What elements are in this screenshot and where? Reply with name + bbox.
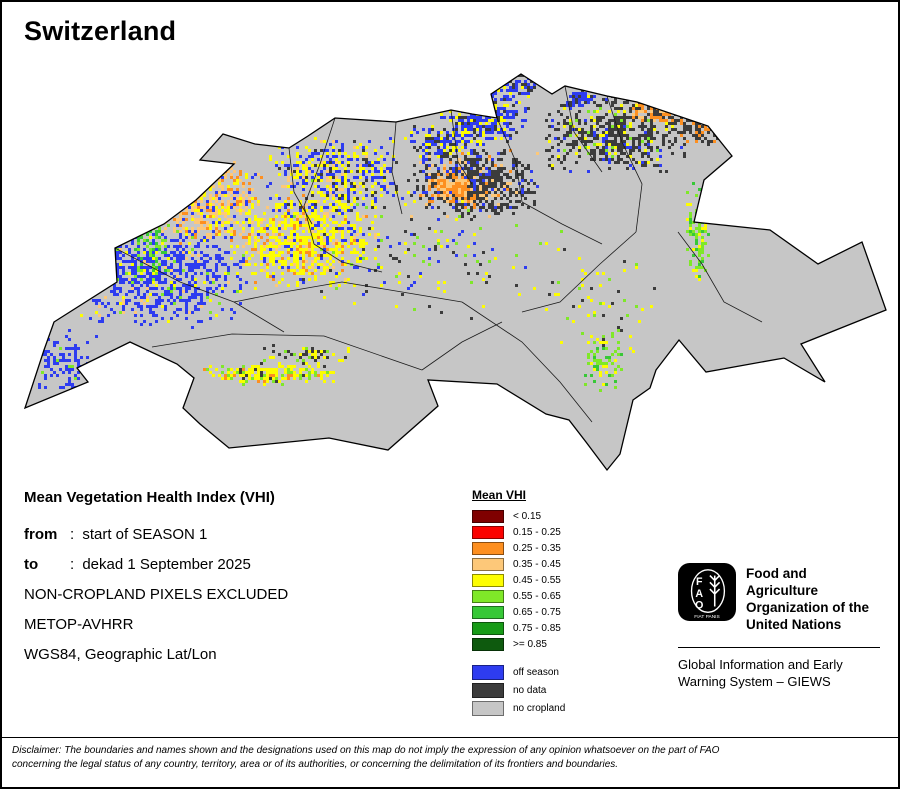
legend-row: 0.15 - 0.25 bbox=[472, 524, 565, 540]
legend-row: 0.45 - 0.55 bbox=[472, 572, 565, 588]
legend-row: >= 0.85 bbox=[472, 636, 565, 652]
legend-extra-list: off season no data no cropland bbox=[472, 663, 565, 717]
page-title: Switzerland bbox=[24, 16, 177, 46]
details-row: WGS84, Geographic Lat/Lon bbox=[24, 646, 288, 663]
legend-label: 0.15 - 0.25 bbox=[513, 526, 561, 538]
legend-label: 0.25 - 0.35 bbox=[513, 542, 561, 554]
details-row-label: from bbox=[24, 526, 58, 543]
legend-row: off season bbox=[472, 663, 565, 681]
details-row-value: start of SEASON 1 bbox=[78, 526, 208, 543]
legend-swatch bbox=[472, 682, 504, 698]
fao-logo-motto: FIAT PANIS bbox=[694, 614, 720, 620]
legend-label: 0.75 - 0.85 bbox=[513, 622, 561, 634]
details-row-colon: : bbox=[70, 526, 75, 543]
legend-swatch bbox=[472, 525, 504, 539]
disclaimer-text: Disclaimer: The boundaries and names sho… bbox=[2, 737, 898, 787]
legend-swatch bbox=[472, 637, 504, 651]
legend-swatch bbox=[472, 664, 504, 680]
details-row-label: NON-CROPLAND PIXELS EXCLUDED bbox=[24, 586, 289, 603]
legend-row: 0.35 - 0.45 bbox=[472, 556, 565, 572]
fao-logo-letter: F bbox=[696, 576, 703, 588]
details-heading: Mean Vegetation Health Index (VHI) bbox=[24, 489, 275, 506]
legend-class-list: < 0.15 0.15 - 0.25 0.25 - 0.35 0.35 - 0.45 0… bbox=[472, 508, 565, 652]
country-shape bbox=[25, 74, 886, 470]
fao-logo-letter: A bbox=[695, 588, 703, 600]
fao-org-name: Food and Agriculture Organization of the… bbox=[746, 566, 869, 632]
fao-giews-text: Global Information and Early Warning Sys… bbox=[678, 657, 843, 689]
canton-borders-lines bbox=[114, 85, 763, 423]
legend-swatch bbox=[472, 700, 504, 716]
legend-swatch bbox=[472, 557, 504, 571]
details-rows: from: start of SEASON 1 to: dekad 1 Septe… bbox=[24, 526, 288, 663]
legend: Mean VHI < 0.15 0.15 - 0.25 0.25 - 0.35 0.3… bbox=[472, 488, 565, 717]
legend-row: no data bbox=[472, 681, 565, 699]
legend-swatch bbox=[472, 605, 504, 619]
legend-row: 0.25 - 0.35 bbox=[472, 540, 565, 556]
details-row: METOP-AVHRR bbox=[24, 616, 288, 633]
legend-title: Mean VHI bbox=[472, 488, 527, 502]
legend-label: 0.65 - 0.75 bbox=[513, 606, 561, 618]
legend-row: 0.75 - 0.85 bbox=[472, 620, 565, 636]
details-row-colon: : bbox=[70, 556, 75, 573]
details-row-value: dekad 1 September 2025 bbox=[78, 556, 251, 573]
legend-row: 0.65 - 0.75 bbox=[472, 604, 565, 620]
legend-label: 0.35 - 0.45 bbox=[513, 558, 561, 570]
country-outline bbox=[24, 73, 887, 471]
switzerland-map bbox=[24, 73, 887, 471]
legend-label: no data bbox=[513, 684, 547, 696]
legend-label: 0.45 - 0.55 bbox=[513, 574, 561, 586]
legend-swatch bbox=[472, 621, 504, 635]
legend-label: >= 0.85 bbox=[513, 638, 547, 650]
legend-row: no cropland bbox=[472, 699, 565, 717]
fao-logo-letter: O bbox=[695, 599, 703, 611]
legend-swatch bbox=[472, 573, 504, 587]
fao-block: F A O FIAT PANIS Food and Agriculture Or… bbox=[678, 563, 880, 690]
legend-label: no cropland bbox=[513, 702, 566, 714]
fao-logo: F A O FIAT PANIS bbox=[678, 563, 736, 621]
details-row: NON-CROPLAND PIXELS EXCLUDED bbox=[24, 586, 288, 603]
legend-label: < 0.15 bbox=[513, 510, 542, 522]
details-row: to: dekad 1 September 2025 bbox=[24, 556, 288, 573]
legend-swatch bbox=[472, 589, 504, 603]
legend-label: 0.55 - 0.65 bbox=[513, 590, 561, 602]
legend-swatch bbox=[472, 509, 504, 523]
details-block: Mean Vegetation Health Index (VHI) from:… bbox=[24, 489, 288, 676]
fao-divider bbox=[678, 647, 880, 648]
legend-row: < 0.15 bbox=[472, 508, 565, 524]
legend-label: off season bbox=[513, 666, 559, 678]
vhi-pixels-layer bbox=[29, 74, 722, 395]
legend-swatch bbox=[472, 541, 504, 555]
details-row-label: METOP-AVHRR bbox=[24, 616, 134, 633]
details-row: from: start of SEASON 1 bbox=[24, 526, 288, 543]
details-row-label: WGS84, Geographic Lat/Lon bbox=[24, 646, 217, 663]
details-row-label: to bbox=[24, 556, 39, 573]
legend-row: 0.55 - 0.65 bbox=[472, 588, 565, 604]
